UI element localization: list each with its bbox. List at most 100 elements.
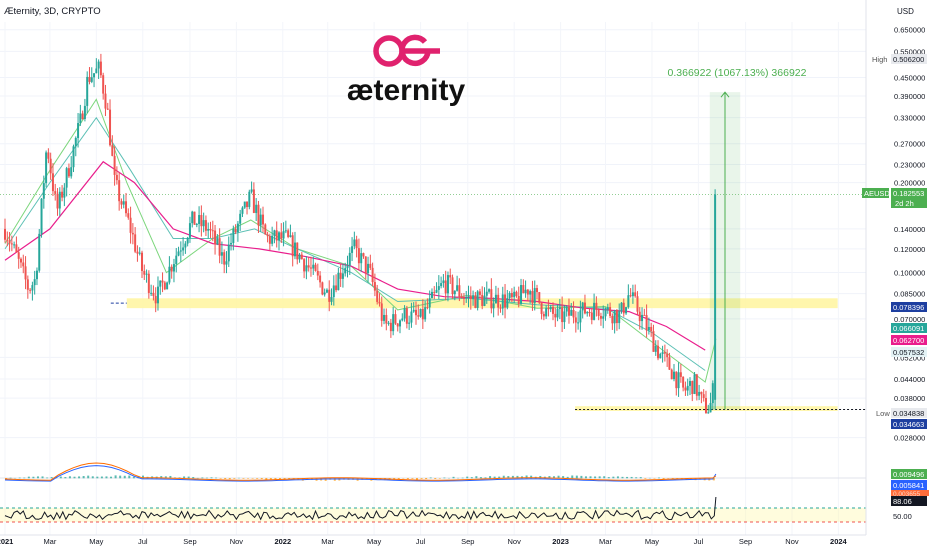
candles — [4, 53, 717, 414]
candle-body — [225, 261, 228, 265]
candle-body — [360, 253, 363, 264]
rsi-band — [0, 508, 866, 522]
candle-body — [424, 307, 427, 320]
macd-histogram-bar — [616, 476, 619, 479]
candle-body — [405, 308, 408, 324]
candle-body — [243, 201, 246, 208]
candle-body — [232, 228, 235, 243]
currency-label[interactable]: USD — [897, 7, 914, 16]
macd-histogram-bar — [160, 476, 163, 479]
macd-histogram-bar — [68, 476, 71, 479]
candle-body — [337, 272, 340, 291]
macd-histogram-bar — [630, 476, 633, 479]
candle-body — [29, 289, 32, 291]
candle-body — [472, 295, 475, 300]
candle-body — [492, 303, 495, 309]
candle-body — [252, 189, 255, 213]
candle-body — [618, 311, 621, 324]
candle-body — [599, 315, 602, 319]
y-tick-label: 0.038000 — [894, 394, 925, 403]
candle-body — [583, 302, 586, 314]
macd-histogram-bar — [493, 476, 496, 479]
macd-histogram-bar — [484, 477, 487, 479]
candle-body — [268, 236, 271, 244]
y-tick-label: 0.390000 — [894, 92, 925, 101]
candle-body — [695, 374, 698, 396]
candle-body — [67, 168, 70, 177]
macd-histogram-bar — [516, 475, 519, 479]
candle-body — [289, 235, 292, 237]
candle-body — [220, 252, 223, 256]
macd-histogram-bar — [192, 477, 195, 479]
measure-label: 0.366922 (1067.13%) 366922 — [668, 67, 807, 79]
candle-body — [104, 93, 107, 109]
candle-body — [462, 297, 465, 299]
macd-value-1: 0.009496 — [893, 470, 924, 479]
macd-histogram-bar — [210, 477, 213, 479]
candle-body — [620, 302, 623, 312]
candle-body — [61, 191, 64, 198]
high-value: 0.506200 — [893, 55, 924, 64]
macd-histogram-bar — [402, 478, 405, 479]
candle-body — [17, 252, 20, 259]
candle-body — [707, 412, 710, 414]
countdown: 2d 2h — [895, 199, 914, 208]
candle-body — [147, 273, 150, 293]
logo-text: æternity — [347, 74, 466, 107]
y-tick-label: 0.450000 — [894, 73, 925, 82]
candle-body — [526, 289, 529, 295]
macd-histogram-bar — [100, 476, 103, 479]
candle-body — [673, 371, 676, 380]
candle-body — [408, 322, 411, 324]
candle-body — [554, 313, 557, 318]
candle-body — [339, 272, 342, 279]
candle-body — [321, 282, 324, 295]
candle-body — [305, 265, 308, 272]
candle-body — [49, 158, 52, 174]
macd-histogram-bar — [489, 476, 492, 479]
candle-body — [19, 258, 22, 263]
y-tick-label: 0.330000 — [894, 114, 925, 123]
macd-histogram-bar — [621, 476, 624, 479]
candle-body — [56, 193, 59, 209]
candle-body — [90, 77, 93, 82]
candle-body — [344, 268, 347, 274]
x-tick-label: Jul — [416, 537, 426, 546]
candle-body — [319, 275, 322, 283]
candle-body — [177, 251, 180, 256]
candle-body — [565, 307, 568, 312]
candle-body — [551, 306, 554, 314]
candle-body — [184, 243, 187, 248]
macd-histogram-bar — [137, 475, 140, 479]
candle-body — [111, 145, 114, 156]
last-price: 0.182553 — [893, 189, 924, 198]
macd-histogram-bar — [119, 475, 122, 479]
macd-histogram-bar — [470, 477, 473, 479]
macd-histogram-bar — [59, 476, 62, 479]
candle-body — [161, 280, 164, 283]
y-tick-label: 0.085000 — [894, 290, 925, 299]
x-tick-label: 2024 — [830, 537, 848, 546]
candle-body — [412, 309, 415, 312]
candle-body — [622, 302, 625, 314]
candle-body — [682, 376, 685, 388]
y-tick-label: 0.028000 — [894, 434, 925, 443]
level-5-value: 0.034663 — [893, 420, 924, 429]
candle-body — [24, 266, 27, 280]
candle-body — [106, 108, 109, 110]
x-tick-label: Mar — [321, 537, 334, 546]
candle-body — [691, 381, 694, 394]
candle-body — [533, 288, 536, 304]
candle-body — [70, 167, 73, 177]
candle-body — [556, 309, 559, 318]
price-markers: High 0.506200 AEUSD 0.182553 2d 2h 0.078… — [862, 54, 929, 521]
candle-body — [392, 314, 395, 332]
candle-body — [293, 242, 296, 257]
candle-body — [645, 315, 648, 331]
candle-body — [442, 280, 445, 284]
macd-histogram-bar — [82, 476, 85, 479]
macd-histogram-bar — [365, 478, 368, 480]
candle-body — [693, 374, 696, 394]
price-axis: 0.650000 0.550000 0.450000 0.390000 0.330000… — [0, 0, 925, 536]
